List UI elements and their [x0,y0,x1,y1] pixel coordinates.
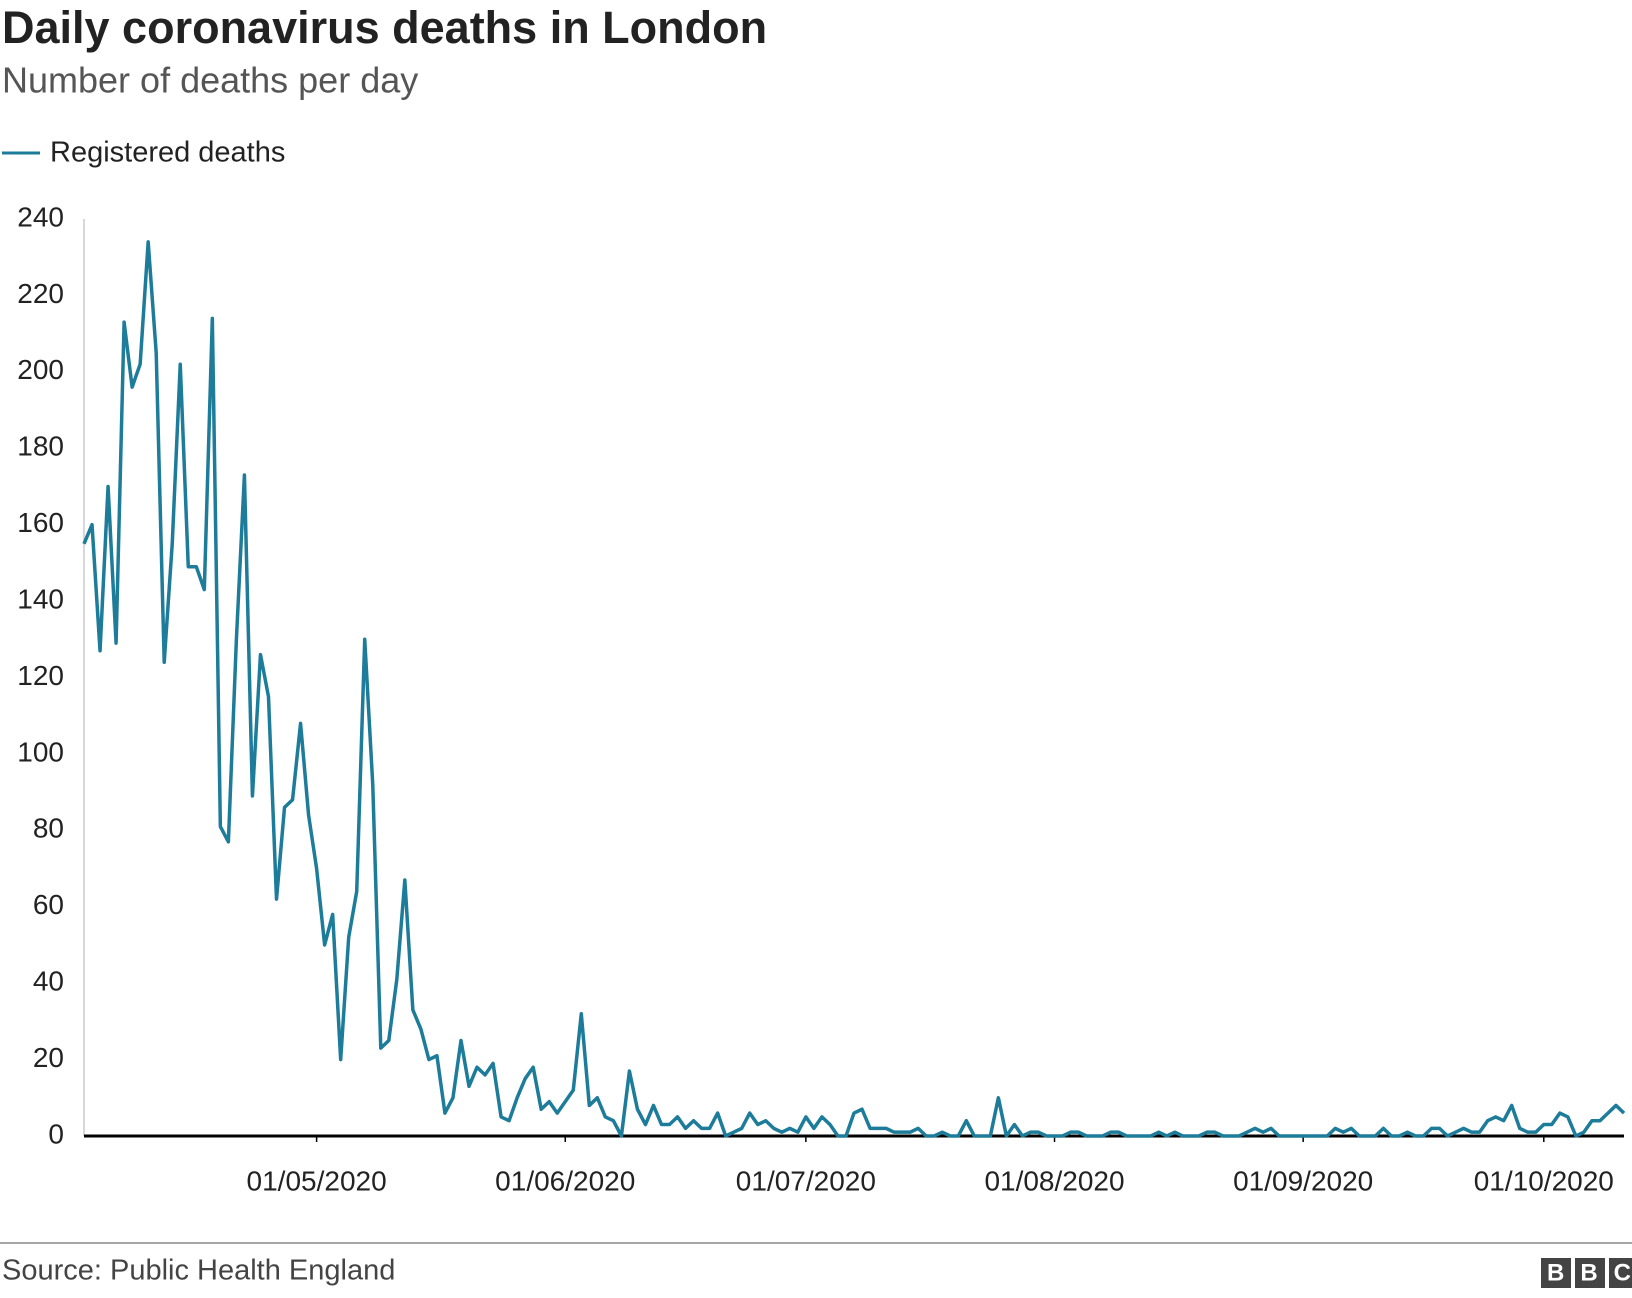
x-tick-label: 01/09/2020 [1233,1165,1373,1196]
y-tick-label: 180 [17,431,64,462]
logo-box [1575,1258,1605,1288]
legend-label: Registered deaths [50,137,285,169]
y-tick-label: 140 [17,583,64,614]
x-tick-label: 01/08/2020 [984,1165,1124,1196]
y-tick-label: 240 [17,201,64,232]
data-line [82,240,1626,1138]
y-tick-label: 160 [17,507,64,538]
chart-subtitle: Number of deaths per day [2,60,418,101]
y-tick-label: 60 [33,889,64,920]
logo-box [1609,1258,1632,1288]
source: Source: Public Health England [2,1255,395,1287]
x-tick-label: 01/06/2020 [495,1165,635,1196]
y-tick-label: 40 [33,966,64,997]
y-tick-label: 20 [33,1042,64,1073]
y-tick-label: 220 [17,278,64,309]
x-tick-label: 01/05/2020 [247,1165,387,1196]
x-tick-label: 01/07/2020 [736,1165,876,1196]
y-tick-label: 120 [17,660,64,691]
y-tick-label: 100 [17,736,64,767]
y-tick-label: 0 [48,1118,64,1149]
y-tick-label: 80 [33,813,64,844]
logo: BBC [1541,1258,1632,1288]
chart-title: Daily coronavirus deaths in London [2,2,767,53]
logo-box [1541,1258,1571,1288]
logo-text: BBC [1547,1259,1632,1286]
x-tick-label: 01/10/2020 [1474,1165,1614,1196]
y-tick-label: 200 [17,354,64,385]
